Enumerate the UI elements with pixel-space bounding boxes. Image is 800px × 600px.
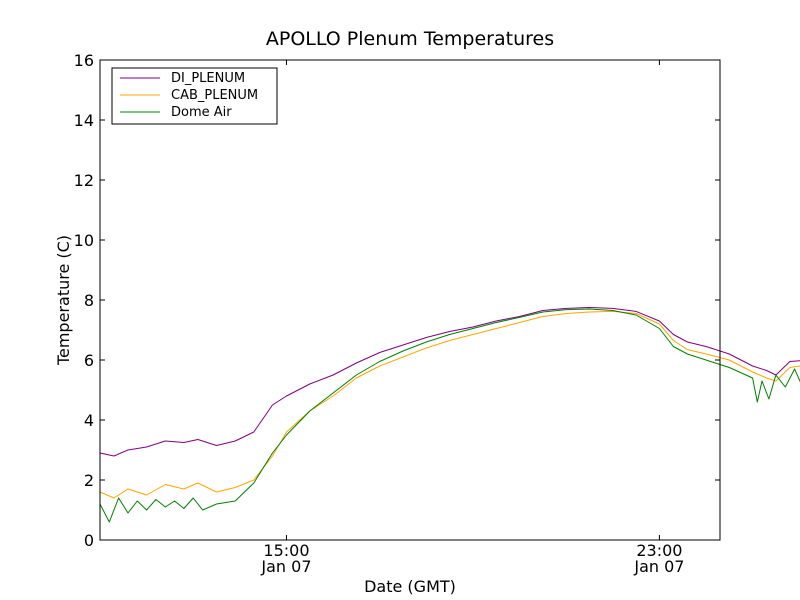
y-tick-label: 10 [74,231,94,250]
y-tick-label: 12 [74,171,94,190]
series-layer [99,307,800,523]
y-tick-label: 2 [84,471,94,490]
x-tick-label-date: Jan 07 [633,557,684,576]
legend-label-0: DI_PLENUM [171,71,245,86]
legend-label-2: Dome Air [171,105,232,120]
y-axis-label: Temperature (C) [54,235,73,366]
legend: DI_PLENUM CAB_PLENUM Dome Air [111,67,278,125]
y-tick-label: 0 [84,531,94,550]
chart-title: APOLLO Plenum Temperatures [266,28,554,50]
y-ticks: 0 2 4 6 8 10 12 14 16 [74,51,720,550]
y-tick-label: 6 [84,351,94,370]
y-tick-label: 14 [74,111,94,130]
y-tick-label: 16 [74,51,94,70]
y-tick-label: 8 [84,291,94,310]
series-line-1 [99,310,800,499]
legend-box [111,67,278,125]
x-axis-label: Date (GMT) [364,577,456,596]
series-line-2 [99,308,800,523]
y-tick-label: 4 [84,411,94,430]
x-tick-label-time: 15:00 [263,541,309,560]
x-tick-label-date: Jan 07 [260,557,311,576]
x-tick-label-time: 23:00 [636,541,682,560]
legend-label-1: CAB_PLENUM [171,88,258,103]
series-line-0 [99,307,800,457]
